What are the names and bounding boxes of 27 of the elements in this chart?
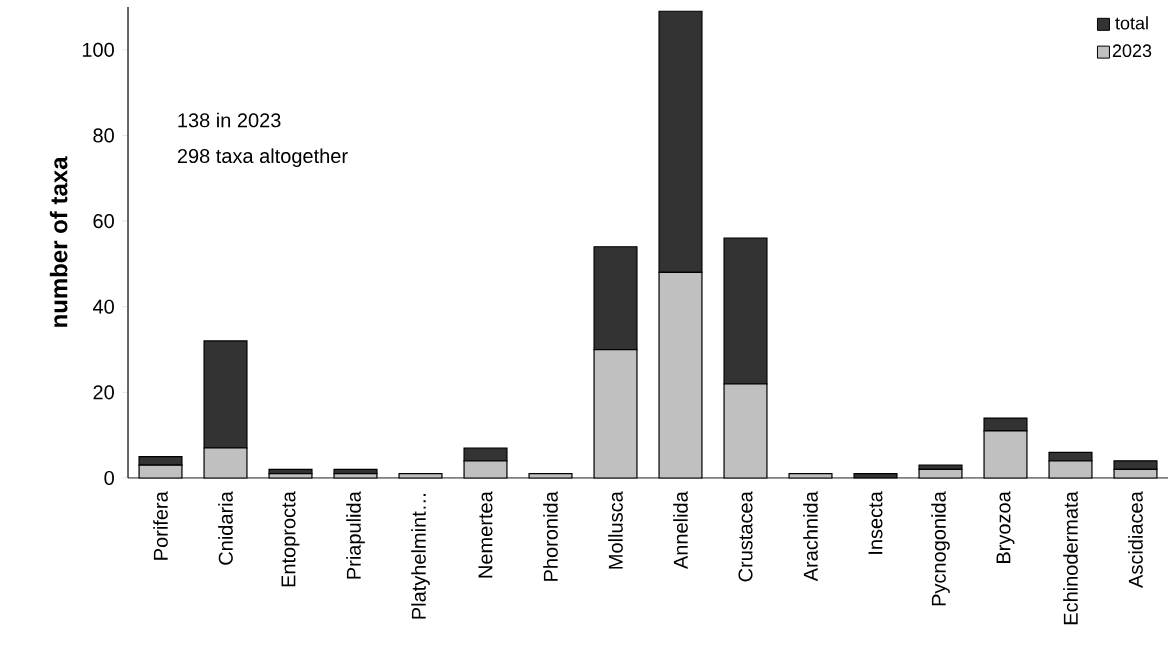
x-tick-label: Entoprocta: [281, 491, 300, 587]
x-tick-label: Arachnida: [803, 491, 818, 582]
x-tick-label: Mollusca: [608, 491, 623, 569]
y-tick-label: 0: [104, 470, 114, 486]
x-tick-label: Ascidiacea: [1128, 491, 1143, 588]
y-tick-label: 100: [82, 42, 114, 57]
x-tick-label: Nemertea: [478, 491, 493, 578]
x-tick-label: Porifera: [153, 491, 168, 560]
x-tick-label: Cnidaria: [218, 491, 233, 565]
y-tick-label: 60: [93, 214, 114, 229]
y-axis-title: number of taxa: [49, 156, 68, 327]
x-tick-label: Bryozoa: [996, 491, 1015, 563]
x-tick-label: Platyhelmint…: [411, 493, 430, 619]
x-tick-label: Phoronida: [543, 491, 558, 581]
x-tick-label: Insecta: [868, 491, 883, 554]
legend-label: total: [1115, 16, 1148, 30]
x-tick-label: Priapulida: [346, 491, 365, 579]
annotation: 298 taxa altogether: [177, 148, 348, 168]
x-tick-label: Crustacea: [738, 491, 753, 582]
legend-label: 2023: [1112, 44, 1152, 58]
x-tick-label: Annelida: [673, 491, 688, 570]
annotation: 138 in 2023: [178, 112, 281, 128]
y-tick-label: 80: [93, 128, 114, 143]
y-tick-label: 20: [93, 385, 114, 400]
x-tick-label: Echinodermata: [1063, 491, 1078, 625]
x-tick-label: Pycnogonida: [931, 491, 950, 606]
y-tick-label: 40: [92, 299, 114, 314]
